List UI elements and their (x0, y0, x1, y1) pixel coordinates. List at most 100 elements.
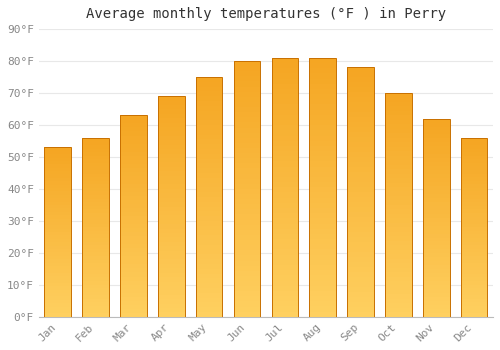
Bar (120, 216, 146, 220)
Bar (82, 267, 109, 270)
Bar (196, 116, 222, 120)
Bar (385, 124, 411, 129)
Bar (44, 225, 71, 229)
Bar (234, 301, 260, 307)
Bar (158, 259, 184, 264)
Bar (196, 307, 222, 312)
Bar (423, 226, 450, 230)
Bar (348, 257, 374, 262)
Bar (423, 218, 450, 222)
Bar (120, 119, 146, 124)
Bar (196, 202, 222, 206)
Bar (158, 202, 184, 206)
Bar (310, 151, 336, 156)
Bar (120, 240, 146, 244)
Bar (234, 61, 260, 317)
Bar (461, 270, 487, 274)
Bar (272, 265, 298, 270)
Bar (120, 285, 146, 289)
Bar (272, 58, 298, 317)
Bar (310, 130, 336, 135)
Bar (461, 148, 487, 152)
Bar (461, 145, 487, 148)
Bar (310, 58, 336, 63)
Bar (385, 227, 411, 232)
Bar (272, 94, 298, 99)
Bar (310, 234, 336, 239)
Bar (196, 106, 222, 111)
Bar (82, 310, 109, 313)
Bar (44, 147, 71, 317)
Bar (234, 107, 260, 112)
Bar (196, 298, 222, 302)
Bar (82, 181, 109, 184)
Bar (82, 148, 109, 152)
Bar (423, 194, 450, 198)
Bar (158, 215, 184, 220)
Bar (461, 295, 487, 299)
Bar (310, 68, 336, 74)
Bar (423, 166, 450, 170)
Bar (310, 198, 336, 203)
Bar (196, 231, 222, 235)
Bar (272, 167, 298, 172)
Bar (272, 115, 298, 120)
Bar (310, 301, 336, 307)
Bar (82, 138, 109, 141)
Bar (272, 156, 298, 161)
Bar (120, 260, 146, 265)
Bar (310, 120, 336, 125)
Bar (423, 142, 450, 146)
Bar (385, 142, 411, 147)
Bar (348, 262, 374, 267)
Bar (423, 309, 450, 313)
Bar (234, 307, 260, 312)
Bar (272, 307, 298, 312)
Bar (196, 274, 222, 279)
Bar (234, 71, 260, 76)
Bar (82, 202, 109, 206)
Bar (82, 195, 109, 199)
Bar (120, 309, 146, 313)
Bar (385, 138, 411, 142)
Bar (385, 116, 411, 120)
Bar (196, 173, 222, 178)
Bar (385, 245, 411, 250)
Bar (310, 296, 336, 301)
Bar (158, 110, 184, 114)
Bar (348, 287, 374, 292)
Bar (461, 174, 487, 177)
Bar (44, 178, 71, 181)
Bar (196, 159, 222, 163)
Bar (423, 182, 450, 186)
Bar (234, 92, 260, 97)
Bar (385, 308, 411, 312)
Bar (44, 202, 71, 205)
Bar (272, 281, 298, 286)
Bar (461, 217, 487, 220)
Bar (310, 208, 336, 213)
Bar (310, 177, 336, 182)
Bar (272, 110, 298, 115)
Bar (423, 301, 450, 305)
Bar (310, 156, 336, 161)
Bar (196, 154, 222, 159)
Bar (272, 260, 298, 265)
Bar (234, 76, 260, 82)
Bar (423, 158, 450, 162)
Bar (385, 254, 411, 259)
Bar (120, 236, 146, 240)
Bar (310, 312, 336, 317)
Bar (423, 126, 450, 131)
Bar (272, 193, 298, 198)
Bar (234, 189, 260, 194)
Bar (44, 174, 71, 178)
Bar (348, 282, 374, 287)
Bar (272, 291, 298, 296)
Bar (44, 259, 71, 262)
Bar (461, 256, 487, 259)
Bar (120, 293, 146, 297)
Bar (385, 232, 411, 236)
Bar (348, 147, 374, 152)
Bar (310, 94, 336, 99)
